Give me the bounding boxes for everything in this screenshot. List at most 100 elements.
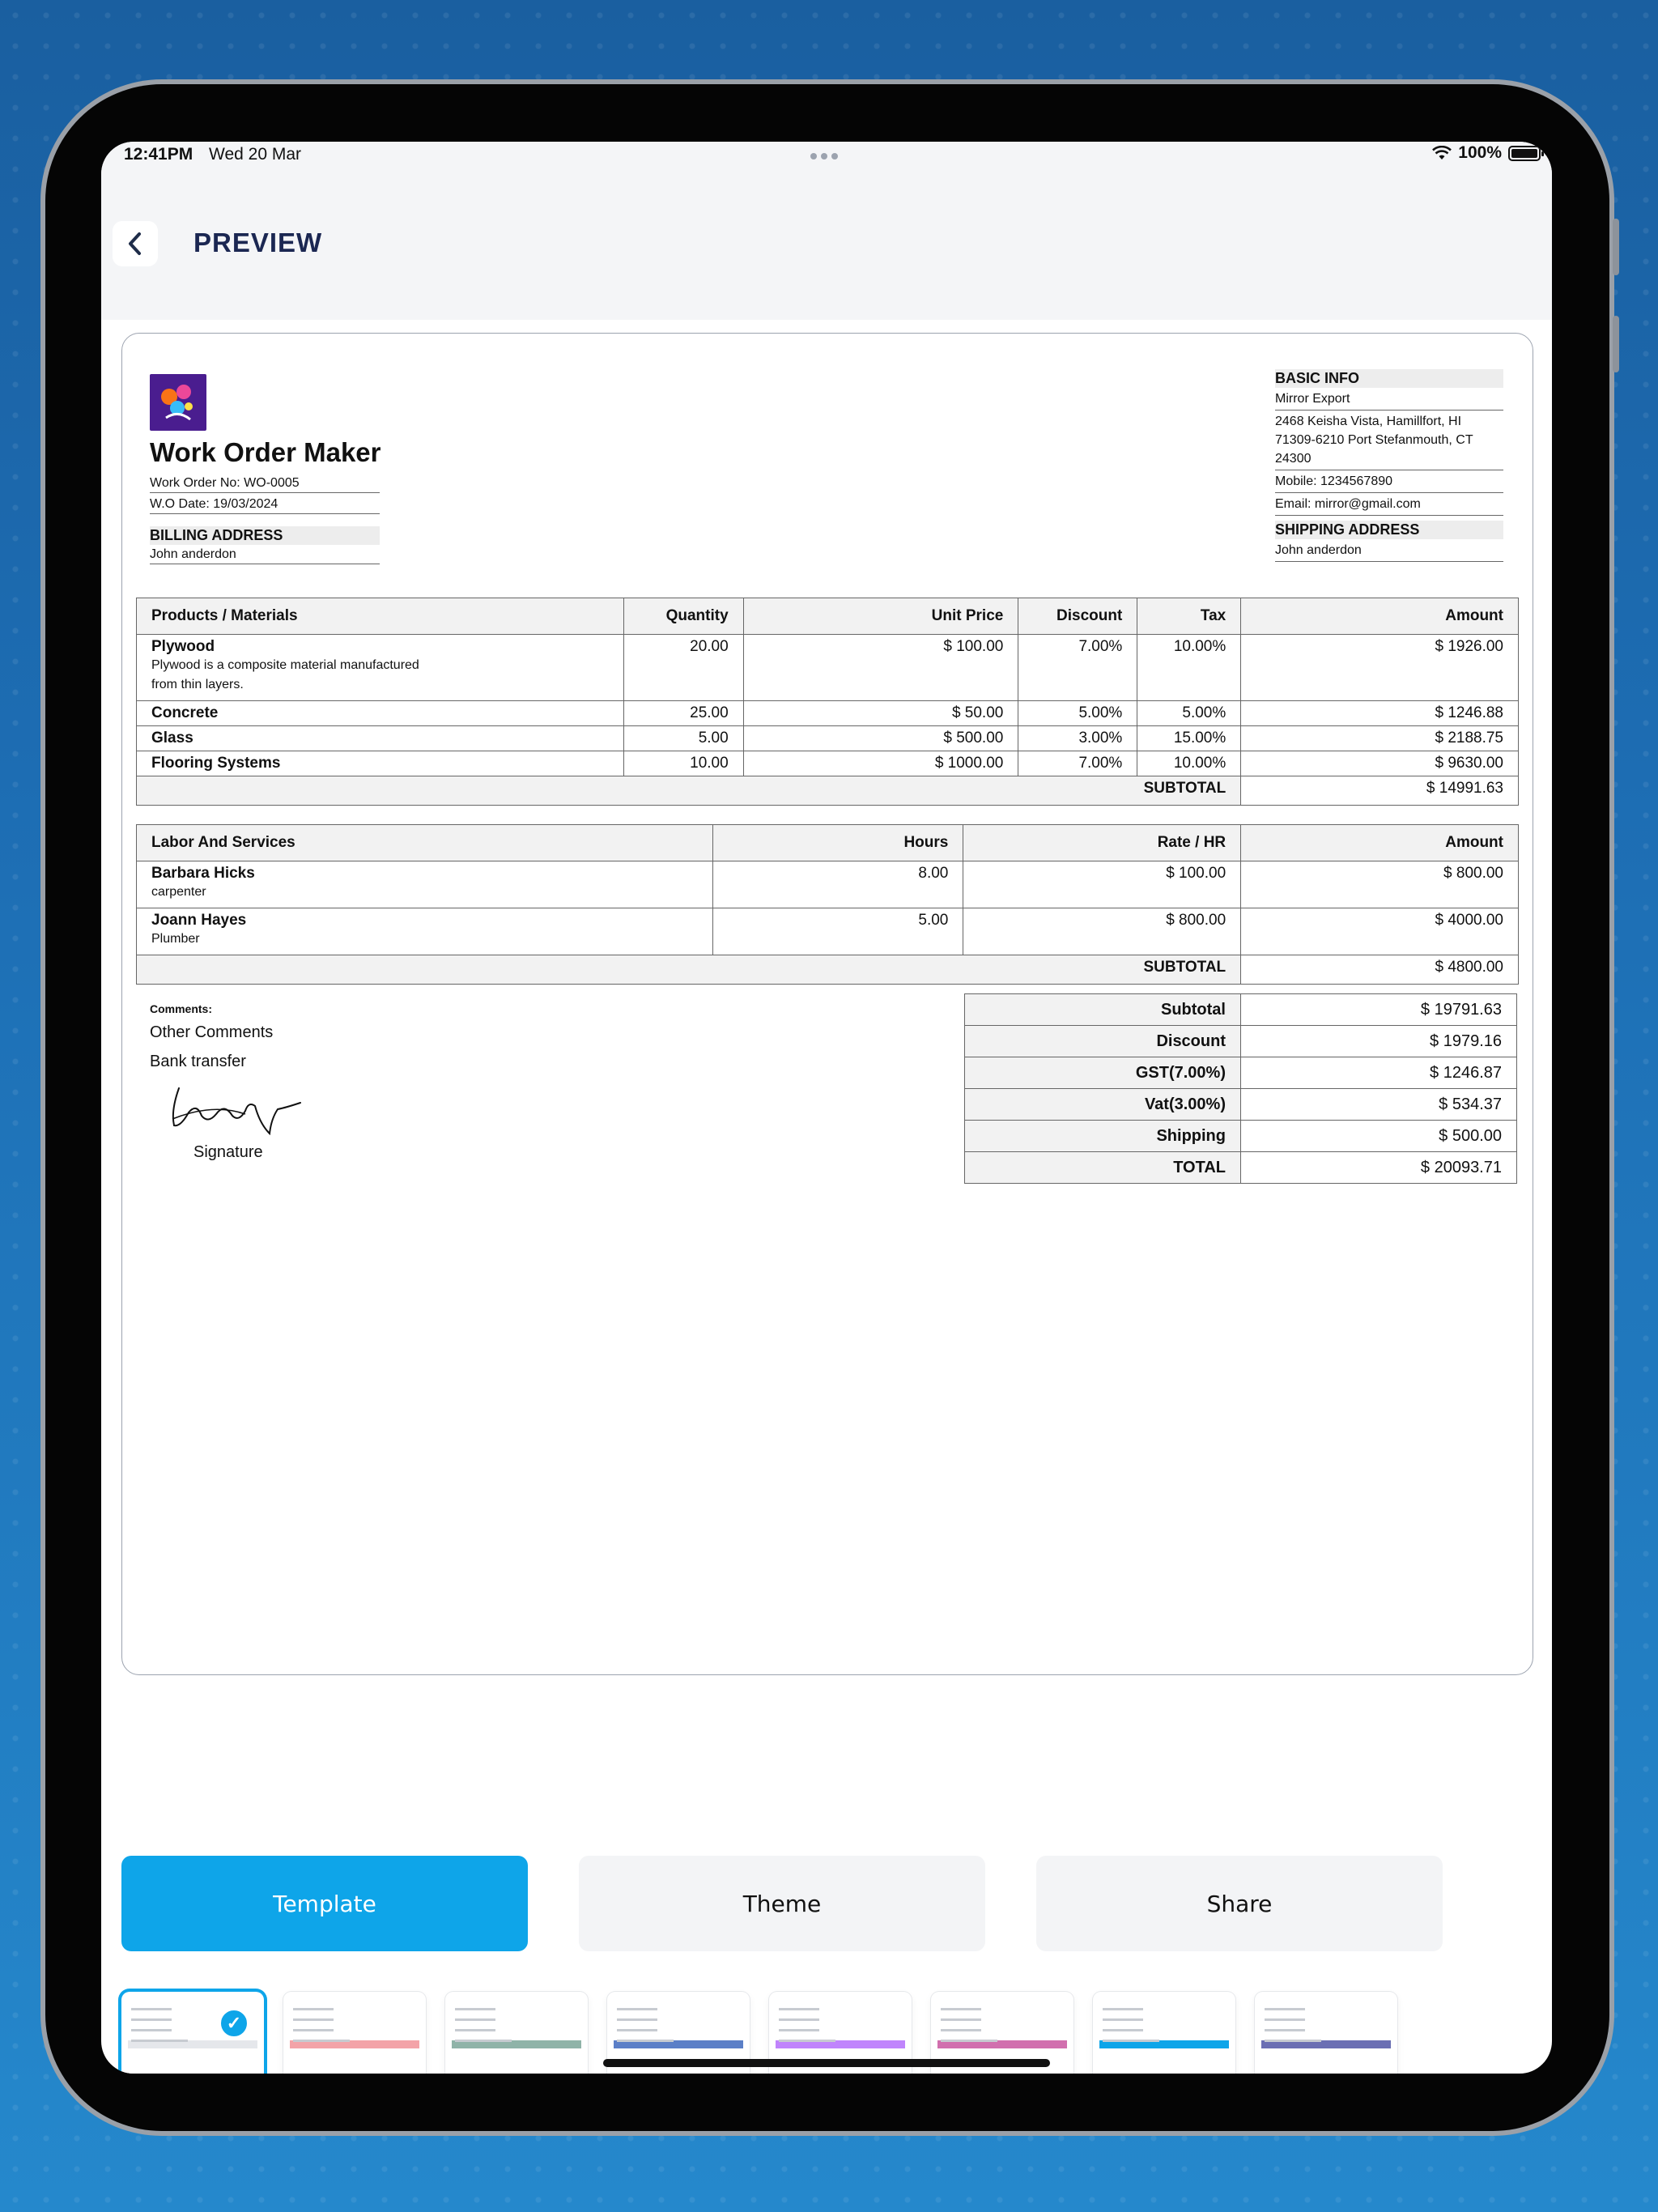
signature-label: Signature — [193, 1143, 263, 1161]
back-button[interactable] — [113, 221, 158, 266]
status-bar: 12:41PM Wed 20 Mar 100% — [101, 142, 1552, 174]
work-order-number: Work Order No: WO-0005 — [150, 476, 380, 493]
product-quantity: 25.00 — [623, 700, 744, 726]
totals-value: $ 534.37 — [1240, 1088, 1517, 1121]
grand-total-value: $ 20093.71 — [1240, 1151, 1517, 1184]
company-name: Mirror Export — [1275, 388, 1503, 410]
product-amount: $ 2188.75 — [1240, 725, 1519, 751]
work-order-preview[interactable]: Work Order Maker Work Order No: WO-0005 … — [121, 333, 1533, 1675]
product-quantity: 5.00 — [623, 725, 744, 751]
table-header-row: Products / Materials Quantity Unit Price… — [136, 598, 1519, 635]
products-subtotal-row: SUBTOTAL $ 14991.63 — [135, 776, 1519, 806]
work-order-date: W.O Date: 19/03/2024 — [150, 497, 380, 514]
column-header: Discount — [1018, 598, 1138, 635]
template-thumbnail[interactable]: ✓ — [121, 1992, 264, 2074]
wifi-icon — [1432, 146, 1452, 160]
column-header: Unit Price — [742, 598, 1019, 635]
totals-table: Subtotal $ 19791.63 Discount $ 1979.16 GST… — [964, 993, 1517, 1184]
product-discount: 7.00% — [1018, 634, 1138, 701]
product-name: Plywood — [151, 638, 215, 655]
product-description: Plywood is a composite material manufact… — [151, 658, 419, 691]
volume-up-button — [1613, 219, 1619, 275]
worker-amount: $ 4000.00 — [1240, 908, 1519, 955]
worker-name: Barbara Hicks — [151, 865, 255, 882]
product-quantity: 20.00 — [623, 634, 744, 701]
status-time: 12:41PM — [124, 145, 193, 164]
product-unit-price: $ 50.00 — [742, 700, 1019, 726]
shipping-name: John anderdon — [1275, 539, 1503, 562]
worker-rate: $ 100.00 — [963, 861, 1242, 908]
totals-label: GST(7.00%) — [964, 1057, 1241, 1089]
template-thumbnail[interactable] — [1255, 1992, 1397, 2074]
subtotal-label: SUBTOTAL — [135, 776, 1242, 806]
company-address: 2468 Keisha Vista, Hamillfort, HI 71309-… — [1275, 410, 1503, 470]
labor-table: Labor And Services Hours Rate / HR Amoun… — [135, 824, 1519, 985]
company-mobile: Mobile: 1234567890 — [1275, 470, 1503, 493]
column-header: Rate / HR — [963, 824, 1242, 861]
product-name: Flooring Systems — [151, 755, 281, 772]
product-discount: 7.00% — [1018, 751, 1138, 776]
totals-label: Discount — [964, 1025, 1241, 1057]
shipping-address-label: SHIPPING ADDRESS — [1275, 521, 1503, 539]
totals-row: TOTAL $ 20093.71 — [964, 1151, 1517, 1184]
product-discount: 5.00% — [1018, 700, 1138, 726]
totals-row: GST(7.00%) $ 1246.87 — [964, 1057, 1517, 1089]
subtotal-label: SUBTOTAL — [135, 955, 1242, 985]
totals-row: Subtotal $ 19791.63 — [964, 993, 1517, 1026]
table-header-row: Labor And Services Hours Rate / HR Amoun… — [136, 824, 1519, 861]
theme-button[interactable]: Theme — [579, 1856, 985, 1951]
product-tax: 5.00% — [1137, 700, 1242, 726]
totals-row: Discount $ 1979.16 — [964, 1025, 1517, 1057]
share-button[interactable]: Share — [1036, 1856, 1443, 1951]
totals-label: Subtotal — [964, 993, 1241, 1026]
column-header: Hours — [712, 824, 964, 861]
column-header: Products / Materials — [136, 598, 624, 635]
product-amount: $ 9630.00 — [1240, 751, 1519, 776]
product-discount: 3.00% — [1018, 725, 1138, 751]
labor-subtotal-value: $ 4800.00 — [1240, 955, 1519, 985]
volume-down-button — [1613, 316, 1619, 372]
table-row: Plywood Plywood is a composite material … — [136, 634, 1519, 701]
labor-subtotal-row: SUBTOTAL $ 4800.00 — [135, 955, 1519, 985]
totals-label: Vat(3.00%) — [964, 1088, 1241, 1121]
multitasking-dots-icon[interactable] — [810, 153, 838, 160]
comments-label: Comments: — [150, 1002, 213, 1015]
comment-text: Other Comments — [150, 1023, 274, 1041]
battery-percentage: 100% — [1458, 143, 1502, 162]
totals-row: Shipping $ 500.00 — [964, 1120, 1517, 1152]
worker-role: Plumber — [151, 932, 200, 946]
document-title: Work Order Maker — [150, 437, 381, 467]
template-thumbnail[interactable] — [283, 1992, 426, 2074]
table-row: Glass 5.00 $ 500.00 3.00% 15.00% $ 2188.… — [136, 725, 1519, 751]
totals-row: Vat(3.00%) $ 534.37 — [964, 1088, 1517, 1121]
template-thumbnail[interactable] — [445, 1992, 588, 2074]
table-row: Concrete 25.00 $ 50.00 5.00% 5.00% $ 124… — [136, 700, 1519, 726]
product-unit-price: $ 500.00 — [742, 725, 1019, 751]
battery-icon — [1508, 145, 1544, 161]
totals-value: $ 500.00 — [1240, 1120, 1517, 1152]
table-row: Flooring Systems 10.00 $ 1000.00 7.00% 1… — [136, 751, 1519, 776]
product-tax: 15.00% — [1137, 725, 1242, 751]
billing-address-label: BILLING ADDRESS — [150, 526, 380, 545]
column-header: Labor And Services — [136, 824, 713, 861]
app-screen: 12:41PM Wed 20 Mar 100% PREVIEW — [101, 142, 1552, 2074]
product-name: Concrete — [151, 704, 219, 721]
product-amount: $ 1926.00 — [1240, 634, 1519, 701]
chevron-left-icon — [129, 232, 141, 255]
basic-info-block: BASIC INFO Mirror Export 2468 Keisha Vis… — [1275, 369, 1503, 562]
worker-rate: $ 800.00 — [963, 908, 1242, 955]
product-quantity: 10.00 — [623, 751, 744, 776]
company-logo — [150, 374, 206, 431]
totals-value: $ 1979.16 — [1240, 1025, 1517, 1057]
product-amount: $ 1246.88 — [1240, 700, 1519, 726]
header: PREVIEW — [101, 174, 1552, 320]
table-row: Barbara Hicks carpenter 8.00 $ 100.00 $ … — [136, 861, 1519, 908]
products-subtotal-value: $ 14991.63 — [1240, 776, 1519, 806]
template-button[interactable]: Template — [121, 1856, 528, 1951]
totals-value: $ 1246.87 — [1240, 1057, 1517, 1089]
product-unit-price: $ 1000.00 — [742, 751, 1019, 776]
selected-check-icon: ✓ — [219, 2008, 249, 2039]
products-table: Products / Materials Quantity Unit Price… — [135, 598, 1519, 806]
template-thumbnail[interactable] — [1093, 1992, 1235, 2074]
table-row: Joann Hayes Plumber 5.00 $ 800.00 $ 4000… — [136, 908, 1519, 955]
